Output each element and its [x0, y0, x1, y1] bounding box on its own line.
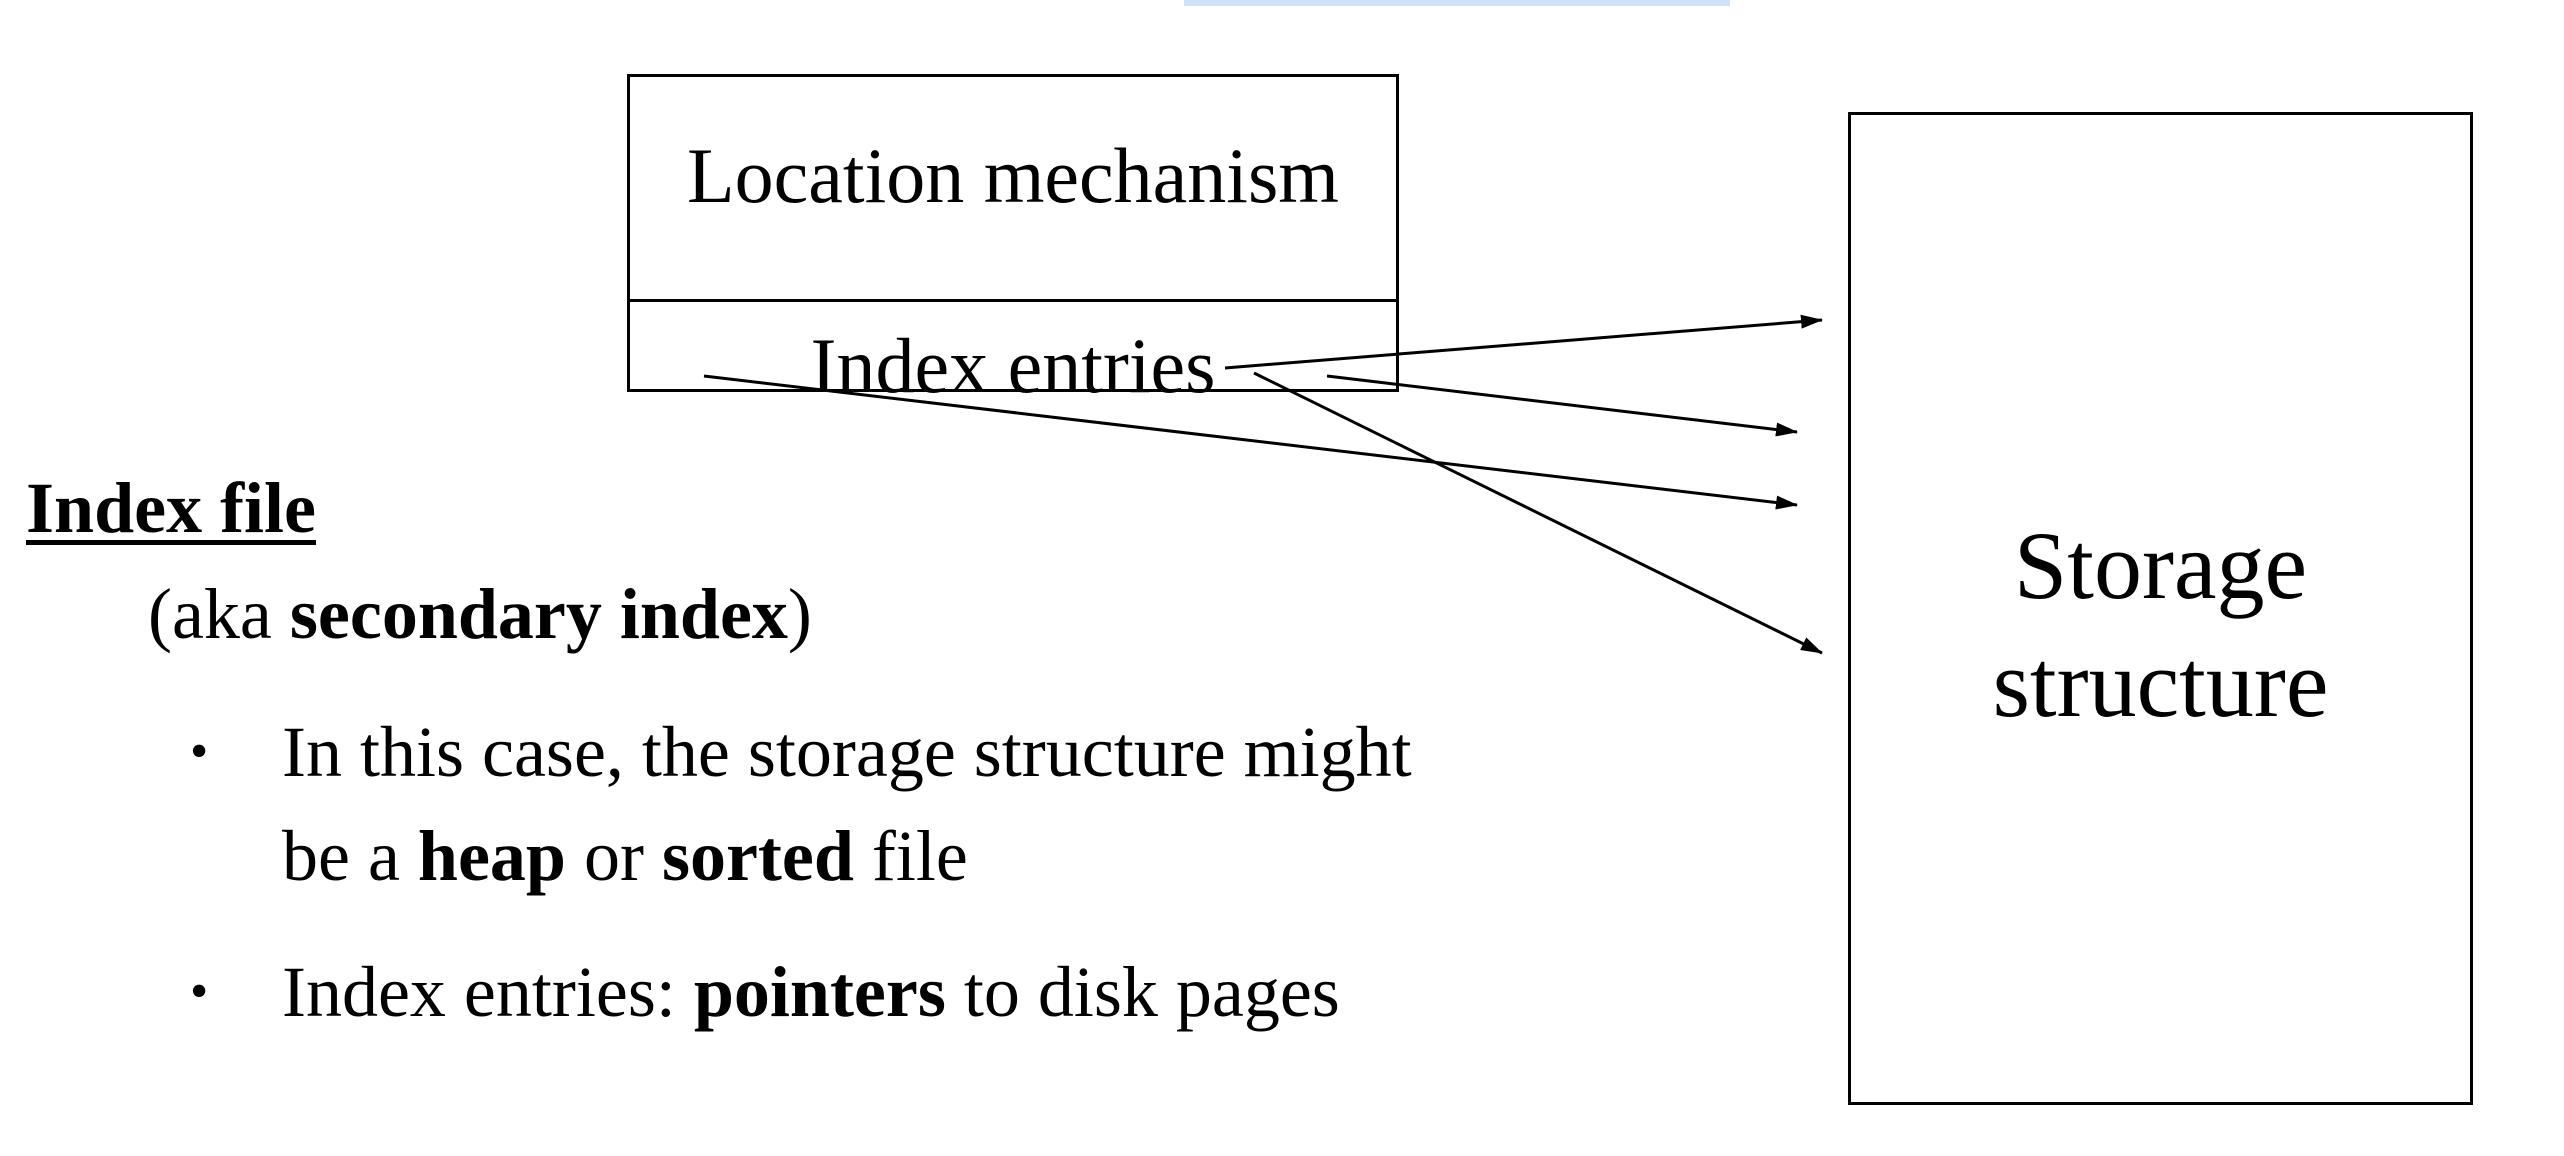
bullet-2-suffix: to disk pages [945, 952, 1340, 1032]
bullet-1-line-1: In this case, the storage structure migh… [282, 712, 1412, 792]
bullet-index-entries: • Index entries: pointers to disk pages [190, 940, 1412, 1044]
bullet-storage-structure: • In this case, the storage structure mi… [190, 700, 1412, 908]
index-file-heading: Index file [26, 468, 317, 548]
storage-label-line2: structure [1992, 630, 2329, 737]
bullet-2-prefix: Index entries: [282, 952, 694, 1032]
bullet-list: • In this case, the storage structure mi… [190, 700, 1412, 1076]
index-entries-label: Index entries [810, 322, 1216, 409]
box-divider [630, 299, 1396, 302]
location-mechanism-box: Location mechanism Index entries [627, 74, 1399, 405]
pointers-term: pointers [693, 952, 946, 1032]
heap-term: heap [417, 816, 566, 896]
storage-structure-label: Storage structure [1851, 507, 2470, 743]
bullet-marker: • [190, 723, 209, 780]
bullet-1-mid: or [565, 816, 662, 896]
bullet-1-suffix: file [853, 816, 968, 896]
aka-suffix: ) [787, 574, 812, 654]
bullet-1-line-2: be a heap or sorted file [282, 816, 968, 896]
pointer-arrow-4 [1253, 371, 1823, 655]
aka-line: (aka secondary index) [148, 578, 812, 650]
secondary-index-term: secondary index [289, 574, 788, 654]
storage-structure-box: Storage structure [1848, 112, 2473, 1105]
bullet-1-prefix: be a [282, 816, 418, 896]
selection-highlight [1184, 0, 1730, 6]
sorted-term: sorted [661, 816, 854, 896]
location-mechanism-label: Location mechanism [687, 132, 1339, 219]
bullet-marker: • [190, 963, 209, 1020]
aka-prefix: (aka [148, 574, 290, 654]
storage-label-line1: Storage [2013, 512, 2308, 619]
